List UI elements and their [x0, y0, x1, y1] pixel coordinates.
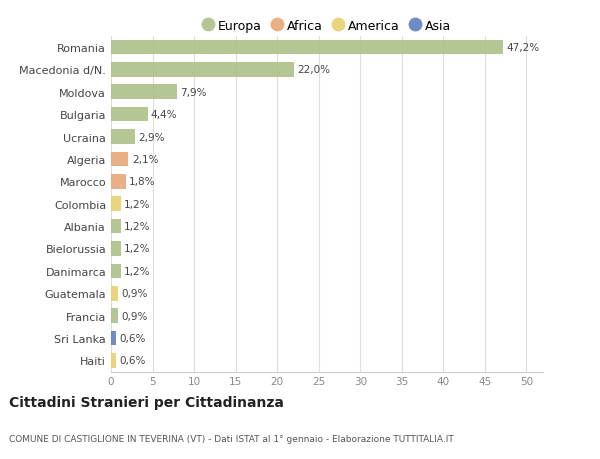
Bar: [111, 219, 121, 234]
Text: 1,8%: 1,8%: [129, 177, 156, 187]
Text: Cittadini Stranieri per Cittadinanza: Cittadini Stranieri per Cittadinanza: [9, 395, 284, 409]
Text: 4,4%: 4,4%: [151, 110, 178, 120]
Text: 0,9%: 0,9%: [122, 289, 148, 299]
Bar: [111, 152, 128, 167]
Text: 2,9%: 2,9%: [139, 132, 165, 142]
Bar: [111, 197, 121, 212]
Text: 2,1%: 2,1%: [132, 155, 158, 165]
Bar: [111, 331, 116, 346]
Text: 1,2%: 1,2%: [124, 222, 151, 232]
Bar: [111, 264, 121, 279]
Text: 0,6%: 0,6%: [119, 333, 146, 343]
Bar: [111, 41, 503, 55]
Bar: [111, 353, 116, 368]
Text: 22,0%: 22,0%: [297, 65, 330, 75]
Bar: [111, 63, 294, 78]
Bar: [111, 175, 126, 189]
Text: 1,2%: 1,2%: [124, 244, 151, 254]
Legend: Europa, Africa, America, Asia: Europa, Africa, America, Asia: [198, 15, 456, 38]
Text: 47,2%: 47,2%: [506, 43, 539, 53]
Text: 0,9%: 0,9%: [122, 311, 148, 321]
Text: 0,6%: 0,6%: [119, 356, 146, 366]
Text: 1,2%: 1,2%: [124, 266, 151, 276]
Bar: [111, 108, 148, 122]
Text: COMUNE DI CASTIGLIONE IN TEVERINA (VT) - Dati ISTAT al 1° gennaio - Elaborazione: COMUNE DI CASTIGLIONE IN TEVERINA (VT) -…: [9, 434, 454, 442]
Bar: [111, 242, 121, 256]
Text: 1,2%: 1,2%: [124, 199, 151, 209]
Bar: [111, 286, 118, 301]
Bar: [111, 85, 176, 100]
Text: 7,9%: 7,9%: [180, 88, 206, 98]
Bar: [111, 309, 118, 323]
Bar: [111, 130, 135, 145]
